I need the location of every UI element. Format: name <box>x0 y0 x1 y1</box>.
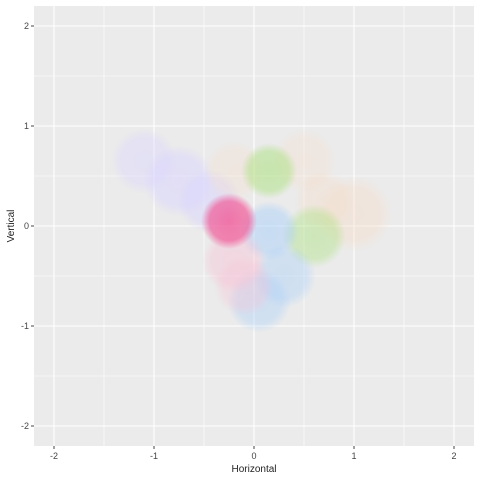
y-tick-label: 2 <box>24 21 29 31</box>
data-point-series-5-0 <box>201 193 257 249</box>
x-tick-label: -1 <box>150 451 158 461</box>
x-tick-label: 0 <box>251 451 256 461</box>
y-axis-ticks: -2 -1 0 1 2 <box>21 21 34 431</box>
x-tick-label: 2 <box>451 451 456 461</box>
data-point-series-4-1 <box>214 256 274 316</box>
y-tick-label: 0 <box>24 221 29 231</box>
x-axis-title: Horizontal <box>231 464 276 475</box>
y-axis-title: Vertical <box>6 210 17 243</box>
x-axis-ticks: -2 -1 0 1 2 <box>50 446 457 461</box>
data-point-series-2-0 <box>241 143 297 199</box>
data-points <box>111 128 392 333</box>
x-tick-label: -2 <box>50 451 58 461</box>
y-tick-label: -1 <box>21 321 29 331</box>
y-tick-label: 1 <box>24 121 29 131</box>
y-tick-label: -2 <box>21 421 29 431</box>
x-tick-label: 1 <box>351 451 356 461</box>
